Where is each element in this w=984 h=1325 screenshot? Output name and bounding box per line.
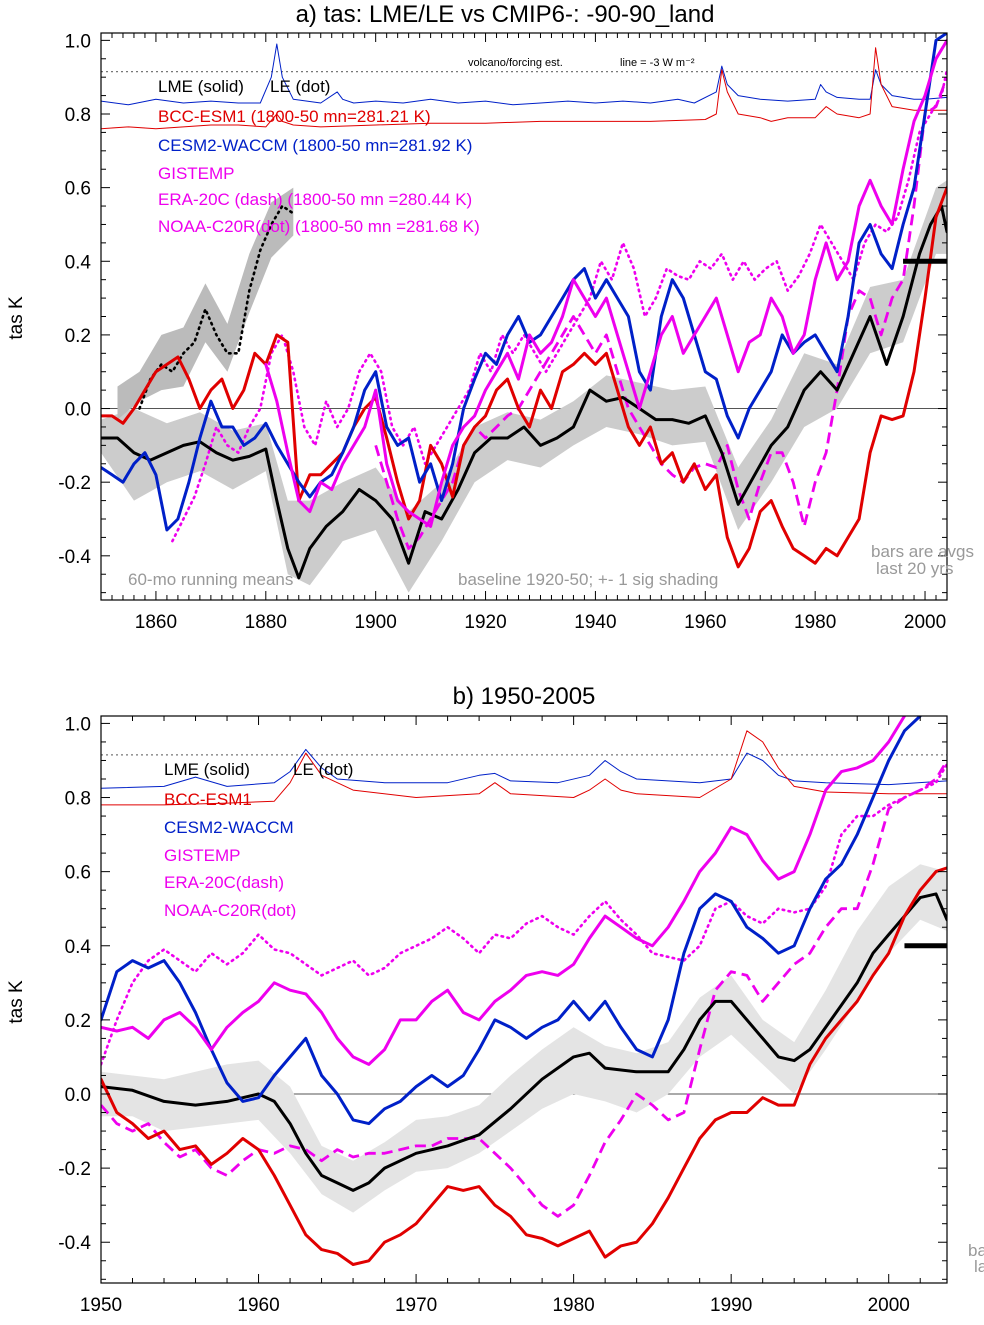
annotation-bars-avgs: ba — [968, 1241, 984, 1260]
legend-noaa-c20r: NOAA-C20R(dot) — [164, 901, 296, 920]
series-line-cesm2-waccm-solid — [101, 33, 947, 532]
series-line-bcc-esm1-solid — [101, 866, 947, 1266]
x-tick-label-2000: 2000 — [868, 1295, 910, 1316]
y-tick-label: 0.6 — [65, 863, 91, 884]
x-tick-label-1880: 1880 — [245, 612, 287, 633]
panel-a: a) tas: LME/LE vs CMIP6-: -90-90_land ta… — [6, 1, 974, 633]
annotation-running-mean: 60-mo running means — [128, 570, 293, 589]
legend-era-20c: ERA-20C (dash) (1800-50 mn =280.44 K) — [158, 190, 472, 209]
legend-cesm2-waccm: CESM2-WACCM (1800-50 mn=281.92 K) — [158, 136, 472, 155]
legend-bcc-esm1: BCC-ESM1 (1800-50 mn=281.21 K) — [158, 107, 431, 126]
series-line-volcano-forcing-blue-thin — [101, 748, 947, 789]
panel-b-ylabel: tas K — [6, 980, 27, 1024]
panel-a-axes: 1860 1880 1900 1920 1940 1960 1980 2000 -0.4 -0.2… — [58, 31, 948, 633]
series-band-lme-shading — [101, 864, 947, 1213]
legend-le-dot: LE (dot) — [293, 760, 353, 779]
y-tick-label: 0.8 — [65, 105, 91, 126]
x-tick-label-2000: 2000 — [904, 612, 946, 633]
legend-lme-solid: LME (solid) — [158, 77, 244, 96]
series-line-noaa-c20r-dot — [101, 762, 947, 1066]
y-tick-label: -0.4 — [58, 547, 91, 568]
annotation-last-20-yrs: last 20 yrs — [876, 559, 953, 578]
series-line-cesm2-waccm-solid — [101, 716, 922, 1126]
panel-b-title: b) 1950-2005 — [453, 683, 596, 710]
legend-gistemp: GISTEMP — [164, 846, 241, 865]
y-tick-label: 0.0 — [65, 1085, 91, 1106]
series-band-lme-shading — [101, 180, 947, 593]
x-tick-label-1960: 1960 — [684, 612, 726, 633]
series-line-noaa-c20r-dot — [171, 68, 947, 543]
y-tick-label: 0.2 — [65, 326, 91, 347]
panel-b-axes: 1950 1960 1970 1980 1990 2000 -0.4 -0.2 0.0 0.2 0.… — [58, 714, 948, 1316]
legend-lme-solid: LME (solid) — [164, 760, 250, 779]
annotation-volcano: volcano/forcing est. — [468, 57, 563, 69]
x-tick-label-1980: 1980 — [552, 1295, 594, 1316]
panel-a-ylabel: tas K — [6, 296, 27, 340]
y-tick-label: 1.0 — [65, 31, 91, 52]
x-tick-label-1990: 1990 — [710, 1295, 752, 1316]
x-tick-label-1860: 1860 — [135, 612, 177, 633]
series-line-bcc-esm1-solid — [101, 186, 947, 569]
panel-a-plot-area — [101, 33, 947, 593]
annotation-last-20-yrs: la — [974, 1257, 984, 1276]
legend-gistemp: GISTEMP — [158, 164, 235, 183]
y-tick-label: 0.6 — [65, 179, 91, 200]
annotation-line-scale: line = -3 W m⁻² — [620, 57, 695, 69]
legend-le-dot: LE (dot) — [270, 77, 330, 96]
legend-cesm2-waccm: CESM2-WACCM — [164, 818, 294, 837]
series-line-volcano-forcing-red-thin — [101, 47, 947, 130]
y-tick-label: 0.0 — [65, 400, 91, 421]
x-tick-label-1900: 1900 — [355, 612, 397, 633]
panel-a-title: a) tas: LME/LE vs CMIP6-: -90-90_land — [296, 1, 715, 28]
series-line-lme-ensemble-mean-solid — [101, 892, 947, 1192]
x-tick-label-1980: 1980 — [794, 612, 836, 633]
y-tick-label: 0.4 — [65, 937, 92, 958]
x-tick-label-1970: 1970 — [395, 1295, 437, 1316]
series-line-era-20c-dash — [101, 759, 947, 1218]
x-tick-label-1960: 1960 — [237, 1295, 279, 1316]
y-tick-label: 0.4 — [65, 252, 92, 273]
series-line-volcano-forcing-red-thin — [101, 730, 947, 806]
series-line-gistemp-solid — [264, 38, 947, 528]
panel-b: b) 1950-2005 tas K 1950 1960 1970 1980 1990 2… — [6, 683, 984, 1316]
y-tick-label: 0.2 — [65, 1011, 91, 1032]
y-tick-label: -0.2 — [58, 1159, 91, 1180]
plot-frame — [100, 715, 948, 1284]
x-tick-label-1940: 1940 — [574, 612, 616, 633]
series-line-volcano-forcing-blue-thin — [101, 43, 947, 106]
annotation-bars-avgs: bars are avgs — [871, 542, 974, 561]
legend-era-20c: ERA-20C(dash) — [164, 873, 284, 892]
legend-bcc-esm1: BCC-ESM1 — [164, 790, 252, 809]
x-tick-label-1950: 1950 — [80, 1295, 122, 1316]
series-line-lme-ensemble-mean-solid — [101, 204, 947, 580]
y-tick-label: -0.4 — [58, 1233, 91, 1254]
y-tick-label: 1.0 — [65, 714, 91, 735]
y-tick-label: -0.2 — [58, 473, 91, 494]
x-tick-label-1920: 1920 — [464, 612, 506, 633]
series-line-gistemp-solid — [101, 716, 906, 1066]
annotation-baseline: baseline 1920-50; +- 1 sig shading — [458, 570, 718, 589]
y-tick-label: 0.8 — [65, 789, 91, 810]
panel-b-plot-area — [101, 716, 947, 1266]
legend-noaa-c20r: NOAA-C20R(dot) (1800-50 mn =281.68 K) — [158, 217, 480, 236]
series-band-le-shading — [117, 187, 294, 420]
